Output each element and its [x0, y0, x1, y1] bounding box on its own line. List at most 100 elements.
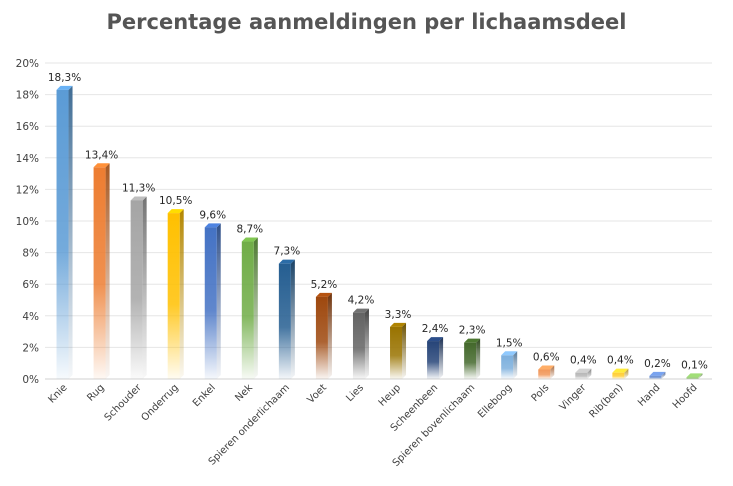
data-label: 2,4% — [422, 323, 449, 335]
bar-front — [390, 326, 403, 379]
bar-front — [575, 372, 588, 379]
bar-lies — [352, 308, 369, 379]
bar-pols — [538, 365, 555, 379]
bar-top — [427, 337, 444, 342]
bar-hoofd — [686, 373, 703, 379]
bar-top — [464, 338, 481, 343]
bar-nek — [241, 237, 258, 379]
bar-onderrug — [167, 209, 184, 379]
bar-side — [216, 223, 221, 379]
y-tick-label: 12% — [16, 184, 39, 196]
bar-front — [241, 241, 254, 379]
category-label: Knie — [46, 382, 69, 405]
bar-front — [204, 227, 217, 379]
y-tick-label: 2% — [22, 342, 39, 354]
data-label: 3,3% — [385, 309, 412, 321]
bar-side — [68, 85, 73, 380]
bar-spieren-bovenlichaam — [464, 338, 481, 379]
bar-elleboog — [501, 351, 518, 379]
bar-side — [179, 209, 184, 379]
data-label: 2,3% — [459, 325, 486, 337]
bar-front — [612, 372, 625, 379]
data-label: 7,3% — [274, 246, 301, 258]
bar-top — [204, 223, 221, 228]
bar-front — [315, 296, 328, 379]
data-label: 0,4% — [570, 355, 597, 367]
category-label: Onderrug — [139, 382, 180, 423]
category-label: Heup — [377, 382, 403, 408]
data-label: 5,2% — [311, 279, 338, 291]
bar-top — [538, 365, 555, 370]
bar-side — [624, 368, 629, 379]
bar-top — [352, 308, 369, 313]
bar-rug — [93, 163, 110, 379]
bar-top — [390, 322, 407, 327]
bar-side — [587, 368, 592, 379]
data-label: 1,5% — [496, 337, 523, 349]
category-label: Vinger — [558, 382, 589, 413]
bar-top — [93, 163, 110, 168]
bar-side — [327, 292, 332, 379]
data-label: 0,6% — [533, 352, 560, 364]
bar-enkel — [204, 223, 221, 379]
category-label: Hoofd — [671, 382, 700, 411]
bar-knie — [56, 85, 73, 380]
category-label: Rug — [85, 382, 106, 403]
y-tick-label: 0% — [22, 374, 39, 386]
y-tick-label: 20% — [16, 58, 39, 70]
y-tick-label: 6% — [22, 279, 39, 291]
bar-top — [241, 237, 258, 242]
bar-side — [476, 338, 481, 379]
bar-front — [56, 89, 69, 380]
bar-side — [402, 322, 407, 379]
data-label: 0,4% — [607, 355, 634, 367]
bar-top — [649, 371, 666, 376]
bar-front — [538, 369, 551, 379]
bar-front — [352, 312, 365, 379]
bar-side — [142, 196, 147, 379]
bar-top — [130, 196, 147, 201]
data-label: 9,6% — [199, 209, 226, 221]
category-label: Elleboog — [476, 382, 514, 420]
category-label: Voet — [306, 382, 330, 406]
y-tick-label: 18% — [16, 90, 39, 102]
category-label: Lies — [344, 382, 366, 404]
bar-scheenbeen — [427, 337, 444, 379]
bar-side — [105, 163, 110, 379]
category-label: Nek — [233, 382, 255, 404]
bar-front — [93, 167, 106, 379]
bar-spieren-onderlichaam — [278, 259, 295, 379]
bar-top — [56, 85, 73, 90]
category-label: Rib(ben) — [587, 382, 625, 420]
bar-side — [698, 373, 703, 379]
bar-rib-ben- — [612, 368, 629, 379]
bar-top — [612, 368, 629, 373]
bar-top — [686, 373, 703, 378]
bar-top — [315, 292, 332, 297]
bar-voet — [315, 292, 332, 379]
bar-side — [513, 351, 518, 379]
bar-vinger — [575, 368, 592, 379]
data-label: 11,3% — [122, 182, 155, 194]
bar-top — [278, 259, 295, 264]
bar-heup — [390, 322, 407, 379]
data-label: 8,7% — [236, 224, 263, 236]
bar-schouder — [130, 196, 147, 379]
bar-top — [167, 209, 184, 214]
bar-front — [464, 342, 477, 379]
category-label: Schouder — [103, 382, 145, 424]
y-tick-label: 10% — [16, 216, 39, 228]
chart-title: Percentage aanmeldingen per lichaamsdeel — [106, 10, 627, 34]
data-label: 0,1% — [681, 359, 708, 371]
bar-top — [501, 351, 518, 356]
category-label: Hand — [636, 382, 662, 408]
bar-side — [661, 371, 666, 379]
data-label: 4,2% — [348, 295, 375, 307]
bar-hand — [649, 371, 666, 379]
bar-side — [364, 308, 369, 379]
data-label: 13,4% — [85, 149, 118, 161]
bar-front — [501, 355, 514, 379]
bar-front — [130, 200, 143, 379]
